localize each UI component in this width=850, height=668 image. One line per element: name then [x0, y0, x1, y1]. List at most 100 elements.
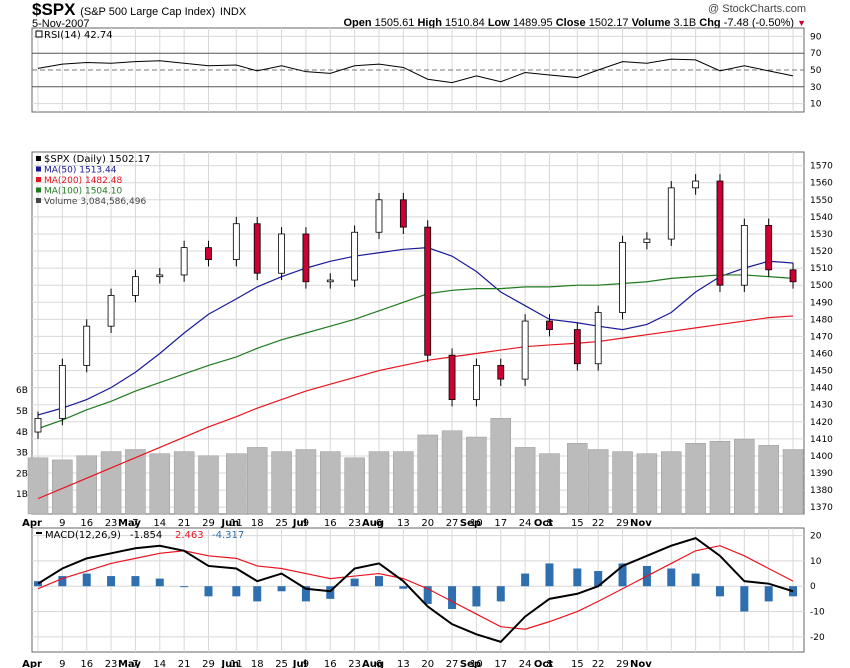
rsi-tick-label: 70: [810, 49, 822, 59]
macd-histogram-bar: [180, 586, 189, 588]
macd-histogram-bar: [764, 586, 773, 602]
macd-histogram-bar: [131, 576, 140, 587]
macd-histogram-bar: [448, 586, 457, 609]
price-legend-swatch: [36, 177, 41, 182]
price-tick-label: 1540: [810, 213, 833, 223]
price-legend-swatch: [36, 166, 41, 172]
volume-bar: [490, 418, 512, 515]
exchange: INDX: [219, 6, 247, 18]
x-tick-label: 27: [446, 518, 459, 529]
x-tick-label: 25: [275, 518, 288, 529]
x-tick-label: Oct: [534, 659, 553, 668]
x-tick-label: 15: [571, 518, 584, 529]
volume-label: Volume: [631, 17, 671, 29]
x-tick-label: 21: [178, 659, 191, 668]
candle-body: [34, 417, 42, 433]
volume-bar: [539, 453, 560, 515]
watermark: @ StockCharts.com: [708, 3, 806, 15]
x-tick-label: 18: [251, 518, 264, 529]
x-tick-label: May: [118, 518, 141, 529]
x-tick-label: 23: [105, 659, 118, 668]
rsi-tick-label: 50: [810, 66, 822, 76]
price-tick-label: 1530: [810, 230, 833, 240]
volume-bar: [685, 443, 706, 515]
price-legend-swatch: [36, 156, 41, 161]
volume-bar: [514, 447, 536, 515]
macd-panel: [31, 527, 805, 653]
rsi-tick-label: 90: [810, 32, 822, 42]
x-tick-label: Apr: [22, 518, 42, 529]
x-tick-label: 25: [275, 659, 288, 668]
volume-bar: [246, 447, 268, 515]
x-tick-label: 21: [178, 518, 191, 529]
macd-histogram-bar: [594, 571, 603, 587]
candle-body: [573, 329, 581, 365]
volume-bar: [52, 459, 73, 515]
candle-body: [424, 226, 432, 356]
candle-body: [546, 320, 553, 330]
volume-tick-label: 4B: [16, 428, 28, 438]
volume-tick-label: 3B: [16, 449, 28, 459]
candle-body: [58, 365, 66, 419]
macd-histogram-bar: [374, 576, 383, 587]
open-label: Open: [343, 17, 372, 29]
price-tick-label: 1550: [810, 196, 833, 206]
candle-body: [521, 320, 529, 380]
macd-legend-label: MACD(12,26,9): [45, 530, 121, 541]
volume-bar: [149, 453, 171, 515]
low-label: Low: [487, 17, 510, 29]
volume-bar: [612, 451, 633, 515]
volume-tick-label: 1B: [16, 490, 28, 500]
candle-body: [326, 279, 334, 283]
macd-histogram-bar: [107, 576, 116, 587]
x-tick-label: Oct: [534, 518, 553, 529]
macd-histogram-bar: [350, 578, 359, 587]
x-tick-label: Nov: [630, 659, 652, 668]
macd-histogram-bar: [82, 573, 91, 587]
price-legend-entry: Volume 3,084,586,496: [44, 197, 146, 207]
volume-bar: [198, 455, 219, 515]
index-name: (S&P 500 Large Cap Index): [80, 6, 216, 18]
macd-histogram-bar: [232, 586, 241, 597]
x-tick-label: 24: [519, 659, 532, 668]
ma200-line: [37, 315, 794, 500]
x-tick-label: Sep: [460, 518, 481, 529]
price-tick-label: 1470: [810, 332, 833, 342]
close-label: Close: [555, 17, 586, 29]
volume-bar: [567, 443, 588, 515]
volume-tick-label: 5B: [16, 407, 28, 417]
macd-histogram-bar: [521, 573, 530, 587]
x-tick-label: 29: [616, 518, 629, 529]
ma100-line: [37, 274, 794, 430]
macd-histogram-bar: [618, 563, 627, 587]
candle-body: [205, 247, 212, 260]
price-tick-label: 1500: [810, 281, 833, 291]
macd-legend-swatch: [36, 532, 42, 534]
x-tick-label: 8: [546, 518, 552, 529]
macd-histogram-bar: [204, 586, 213, 597]
macd-value: -1.854: [130, 530, 162, 541]
x-tick-label: 6: [376, 518, 382, 529]
symbol: $SPX: [32, 0, 76, 19]
volume-bar: [734, 438, 755, 515]
macd-histogram-bar: [496, 586, 505, 602]
chart-date: 5-Nov-2007: [32, 18, 90, 30]
x-tick-label: 7: [132, 518, 138, 529]
price-tick-label: 1410: [810, 435, 833, 445]
volume-bar: [344, 457, 365, 515]
volume-bar: [758, 445, 779, 515]
candle-body: [692, 180, 700, 189]
candle-body: [107, 295, 115, 327]
x-tick-label: 11: [230, 659, 243, 668]
price-tick-label: 1510: [810, 264, 833, 274]
x-tick-label: 22: [592, 659, 605, 668]
macd-histogram-bar: [58, 576, 67, 587]
x-tick-label: 18: [251, 659, 264, 668]
close-value: 1502.17: [588, 17, 629, 29]
x-tick-label: 29: [202, 659, 215, 668]
volume-bar: [100, 451, 122, 515]
macd-tick-label: -20: [810, 633, 825, 643]
volume-value: 3.1B: [673, 17, 697, 29]
price-legend-swatch: [36, 198, 41, 203]
x-tick-label: Sep: [460, 659, 481, 668]
